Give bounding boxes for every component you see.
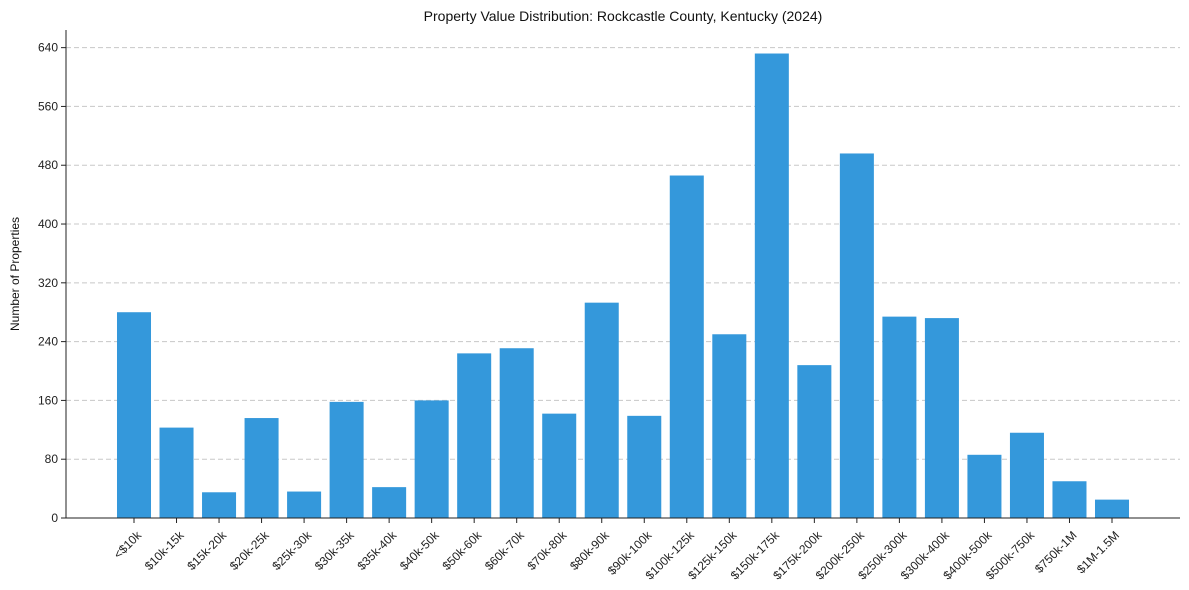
x-tick-label: $60k-70k (482, 528, 528, 574)
y-tick-label: 0 (51, 511, 58, 525)
bar-21 (1009, 432, 1044, 518)
bar-6 (372, 487, 407, 518)
y-tick-label: 320 (38, 276, 58, 290)
y-axis-title: Number of Properties (8, 217, 22, 331)
bars (116, 53, 1130, 519)
bar-8 (457, 353, 492, 518)
bar-20 (967, 454, 1002, 518)
x-tick-label: $40k-50k (397, 528, 443, 574)
x-tick-label: $20k-25k (227, 528, 273, 574)
gridlines (66, 47, 1180, 460)
y-tick-label: 480 (38, 158, 58, 172)
x-tick-label: $30k-35k (312, 528, 358, 574)
bar-10 (542, 413, 577, 518)
bar-14 (712, 334, 747, 518)
y-tick-label: 160 (38, 393, 58, 407)
bar-3 (244, 418, 279, 518)
bar-15 (754, 53, 789, 519)
bar-1 (159, 427, 194, 518)
bar-12 (627, 415, 662, 518)
bar-13 (669, 175, 704, 518)
bar-19 (924, 318, 959, 518)
bar-17 (839, 153, 874, 518)
bar-2 (202, 492, 237, 518)
y-tick-label: 400 (38, 217, 58, 231)
bar-23 (1094, 499, 1130, 518)
bar-7 (414, 400, 449, 518)
bar-16 (797, 365, 832, 518)
x-tick-label: $70k-80k (525, 528, 571, 574)
bar-4 (287, 491, 322, 518)
bar-5 (329, 401, 364, 518)
x-tick-labels: <$10k$10k-15k$15k-20k$20k-25k$25k-30k$30… (111, 518, 1122, 582)
bar-9 (499, 348, 534, 518)
y-tick-labels: 0 80 160 240 320 400 480 560 640 (38, 41, 66, 525)
bar-11 (584, 302, 619, 518)
x-tick-label: $10k-15k (142, 528, 188, 574)
x-tick-label: $50k-60k (439, 528, 485, 574)
x-tick-label: $35k-40k (354, 528, 400, 574)
bar-0 (116, 312, 152, 518)
x-tick-label: $25k-30k (269, 528, 315, 574)
bar-18 (882, 316, 917, 518)
x-tick-label: <$10k (111, 528, 145, 562)
x-tick-label: $750k-1M (1032, 528, 1080, 576)
bar-22 (1052, 481, 1087, 518)
y-tick-label: 560 (38, 99, 58, 113)
axes (65, 30, 1180, 519)
y-tick-label: 80 (45, 452, 59, 466)
chart-title: Property Value Distribution: Rockcastle … (424, 8, 823, 24)
x-tick-label: $1M-1.5M (1074, 528, 1122, 576)
y-tick-label: 640 (38, 41, 58, 55)
y-tick-label: 240 (38, 335, 58, 349)
x-tick-label: $15k-20k (184, 528, 230, 574)
